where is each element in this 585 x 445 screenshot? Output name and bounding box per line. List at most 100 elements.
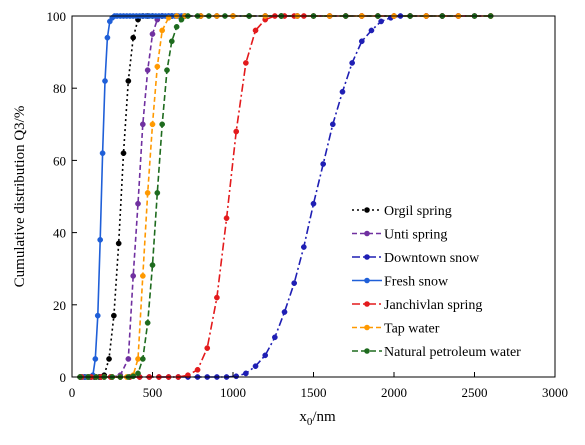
legend-label: Downtown snow	[384, 251, 480, 266]
data-point	[358, 38, 365, 45]
legend-label: Orgil spring	[384, 204, 452, 219]
data-point	[97, 236, 104, 243]
data-point	[130, 34, 137, 41]
x-axis-label-unit: /nm	[312, 409, 336, 425]
legend-label: Janchivlan spring	[384, 298, 482, 313]
data-point	[339, 88, 346, 95]
data-point	[102, 78, 108, 84]
legend-entry: Downtown snow	[352, 251, 480, 266]
data-point	[154, 190, 161, 196]
legend-marker	[364, 348, 370, 354]
x-tick-label: 1000	[220, 385, 246, 400]
data-point	[159, 121, 166, 128]
x-tick-label: 2500	[462, 385, 488, 400]
y-tick-label: 100	[47, 9, 67, 24]
data-point	[149, 31, 156, 37]
data-point	[262, 352, 269, 359]
legend-entry: Janchivlan spring	[352, 298, 482, 313]
y-tick-label: 40	[53, 226, 66, 241]
data-point	[149, 262, 156, 268]
data-point	[168, 38, 175, 45]
y-tick-label: 60	[53, 153, 66, 168]
data-point	[104, 34, 111, 41]
data-point	[154, 63, 161, 70]
data-point	[144, 320, 151, 326]
y-tick-label: 20	[53, 298, 66, 313]
data-point	[204, 345, 211, 351]
data-point	[111, 312, 117, 319]
legend-marker	[364, 207, 370, 213]
x-tick-label: 1500	[301, 385, 327, 400]
data-point	[194, 366, 201, 373]
data-point	[320, 161, 327, 167]
legend-entry: Natural petroleum water	[352, 345, 521, 360]
data-point	[178, 16, 185, 23]
data-point	[291, 280, 298, 286]
legend-marker	[364, 324, 370, 331]
x-tick-label: 2000	[381, 385, 407, 400]
x-axis-label: x0/nm	[299, 409, 336, 428]
data-point	[252, 363, 259, 370]
data-point	[144, 67, 151, 74]
data-point	[349, 60, 355, 66]
data-point	[272, 334, 278, 341]
data-point	[92, 356, 99, 362]
y-axis-label: Cumulative distribution Q3/%	[12, 106, 28, 288]
data-point	[144, 190, 151, 196]
data-point	[115, 240, 122, 247]
x-axis-label-main: x	[299, 409, 307, 425]
legend-entry: Fresh snow	[352, 275, 449, 290]
data-point	[329, 121, 336, 128]
legend-marker	[364, 230, 370, 237]
data-point	[135, 370, 141, 377]
data-point	[223, 215, 230, 222]
legend-label: Fresh snow	[384, 275, 449, 290]
data-point	[135, 200, 141, 207]
data-point	[164, 67, 170, 74]
data-point	[135, 356, 141, 362]
data-point	[125, 356, 132, 362]
tick-labels: 0 500 1000 1500 2000 2500 3000 0 20 40 60 80 100	[47, 9, 569, 400]
legend-marker	[364, 277, 370, 284]
data-point	[252, 27, 259, 34]
axes	[71, 15, 556, 378]
x-tick-label: 0	[69, 385, 76, 400]
data-point	[139, 121, 146, 128]
data-point	[165, 14, 172, 21]
data-point	[310, 200, 317, 207]
data-point	[130, 373, 137, 380]
y-tick-label: 80	[53, 81, 66, 96]
data-point	[281, 309, 288, 315]
data-point	[214, 294, 220, 301]
legend-label: Tap water	[384, 322, 440, 337]
x-tick-label: 500	[143, 385, 163, 400]
data-point	[185, 372, 191, 379]
plot-markers	[77, 13, 494, 380]
x-tick-label: 3000	[542, 385, 568, 400]
data-point	[233, 373, 240, 380]
data-point	[139, 273, 146, 279]
legend-entry: Tap water	[352, 322, 440, 337]
data-point	[125, 78, 132, 84]
data-point	[243, 370, 249, 377]
data-point	[99, 150, 106, 157]
legend-marker	[364, 301, 370, 307]
data-point	[106, 356, 112, 362]
data-point	[130, 273, 137, 279]
data-point	[149, 121, 156, 128]
y-tick-label: 0	[60, 370, 67, 385]
legend-marker	[364, 254, 370, 260]
data-point	[120, 150, 127, 157]
data-point	[243, 60, 249, 66]
data-point	[94, 312, 101, 319]
legend-label: Natural petroleum water	[384, 345, 521, 360]
data-point	[173, 23, 180, 30]
data-point	[368, 27, 375, 34]
legend-entry: Unti spring	[352, 228, 447, 243]
legend-entry: Orgil spring	[352, 204, 452, 219]
data-point	[378, 18, 384, 25]
data-point	[139, 356, 146, 362]
data-point	[159, 27, 166, 34]
